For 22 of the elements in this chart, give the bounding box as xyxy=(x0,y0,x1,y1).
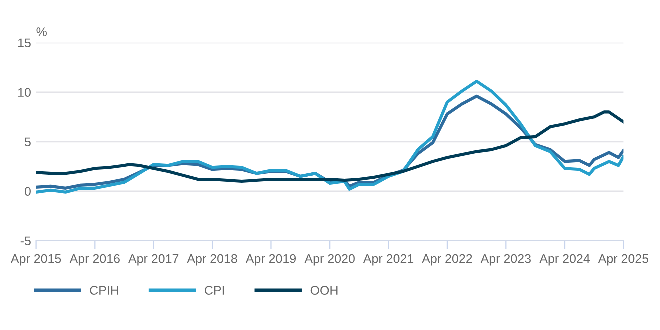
x-tick-label: Apr 2015 xyxy=(10,254,62,266)
y-axis-title: % xyxy=(36,28,47,36)
y-tick-label: 10 xyxy=(18,88,31,98)
x-tick-label: Apr 2022 xyxy=(422,254,472,266)
y-tick-label: 15 xyxy=(18,38,31,48)
legend-label: CPI xyxy=(205,286,224,295)
x-tick-label: Apr 2016 xyxy=(70,254,120,266)
legend-label: OOH xyxy=(310,286,338,295)
y-tick-label: 0 xyxy=(24,187,31,196)
x-tick-label: Apr 2023 xyxy=(480,254,531,266)
y-tick-label: 5 xyxy=(24,138,31,147)
legend-label: CPIH xyxy=(90,286,118,295)
x-tick-label: Apr 2019 xyxy=(246,254,296,266)
line-series xyxy=(36,80,624,194)
x-tick-label: Apr 2025 xyxy=(598,254,649,266)
x-tick-label: Apr 2020 xyxy=(304,254,355,266)
x-tick-label: Apr 2024 xyxy=(540,254,590,266)
x-tick-label: Apr 2018 xyxy=(187,254,238,266)
line-series xyxy=(36,110,624,184)
x-tick-label: Apr 2017 xyxy=(128,254,179,266)
y-tick-label: -5 xyxy=(20,236,31,246)
x-tick-label: Apr 2021 xyxy=(363,254,414,266)
